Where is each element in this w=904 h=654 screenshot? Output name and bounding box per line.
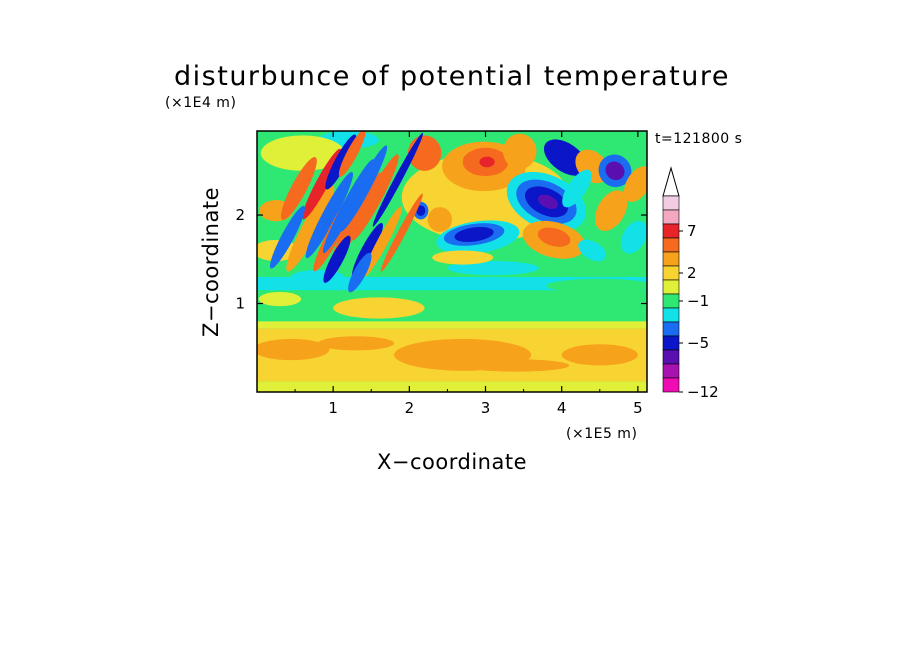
y-unit-label: (×1E4 m)	[165, 95, 236, 111]
field-feature-21	[578, 239, 607, 262]
field-feature-41	[462, 359, 570, 372]
colorbar-level-4	[662, 251, 680, 267]
field-streak-11	[323, 235, 351, 283]
x-tick-label-2: 3	[481, 399, 491, 417]
field-feature-30	[623, 166, 647, 202]
colorbar-level-0	[662, 195, 680, 211]
field-feature-24	[432, 250, 494, 265]
field-feature-29	[605, 161, 625, 181]
field-feature-19	[537, 227, 571, 247]
colorbar-level-7	[662, 293, 680, 309]
field-feature-40	[317, 336, 395, 351]
plot-frame	[256, 130, 648, 393]
y-tick-label-1: 2	[235, 206, 245, 224]
x-tick-label-1: 2	[405, 399, 415, 417]
colorbar-level-10	[662, 335, 680, 351]
colorbar-level-1	[662, 209, 680, 225]
field-feature-10	[447, 261, 539, 276]
y-axis-label: Z−coordinate	[199, 187, 223, 337]
field-feature-8	[479, 156, 495, 168]
field-streak-13	[363, 206, 402, 277]
field-feature-13	[454, 226, 494, 243]
field-streak-0	[286, 185, 335, 272]
field-streak-10	[280, 157, 317, 220]
field-streak-7	[302, 148, 342, 220]
field-streak-1	[305, 171, 353, 259]
field-streak-8	[325, 134, 357, 190]
colorbar-level-12	[662, 363, 680, 379]
time-label: t=121800 s	[655, 131, 742, 147]
field-band-2	[257, 321, 647, 329]
field-feature-1	[257, 338, 330, 361]
x-tick-label-4: 5	[633, 399, 643, 417]
field-streak-5	[340, 145, 388, 232]
field-feature-39	[427, 207, 452, 232]
colorbar-tick-label-0: 7	[687, 222, 697, 240]
field-band-0	[257, 381, 647, 392]
field-feature-17	[537, 194, 558, 209]
field-feature-31	[562, 169, 592, 208]
chart-title: disturbunce of potential temperature	[174, 61, 730, 92]
x-axis-label: X−coordinate	[377, 450, 527, 474]
field-streak-14	[372, 132, 424, 227]
field-streak-16	[270, 205, 305, 269]
y-axis: 12	[235, 206, 647, 313]
field-streak-6	[351, 154, 399, 241]
x-axis: 1 2 3 4 5	[294, 131, 643, 417]
x-tick-label-3: 4	[557, 399, 567, 417]
y-tick-label-0: 1	[235, 295, 245, 313]
colorbar-level-5	[662, 265, 680, 281]
colorbar-level-6	[662, 279, 680, 295]
field-feature-38	[416, 205, 426, 216]
field-feature-3	[333, 297, 425, 319]
field-feature-4	[258, 292, 302, 307]
colorbar: 7 2 −1 −5 −12	[662, 166, 719, 401]
field-feature-2	[561, 344, 638, 366]
colorbar-tick-label-1: 2	[687, 264, 697, 282]
colorbar-level-11	[662, 349, 680, 365]
colorbar-level-8	[662, 307, 680, 323]
field-streak-9	[338, 131, 366, 177]
colorbar-tick-label-4: −12	[687, 383, 719, 401]
colorbar-level-3	[662, 237, 680, 253]
colorbar-tick-label-2: −1	[687, 292, 709, 310]
field-feature-23	[546, 278, 647, 293]
field-band-3	[257, 290, 647, 322]
x-unit-label: (×1E5 m)	[566, 426, 637, 442]
field-streak-17	[348, 252, 372, 293]
x-tick-label-0: 1	[328, 399, 338, 417]
colorbar-tick-label-3: −5	[687, 334, 709, 352]
field-streak-15	[380, 193, 423, 272]
field-feature-33	[260, 135, 345, 171]
colorbar-extend-arrow	[662, 166, 680, 197]
field-feature-36	[291, 269, 345, 285]
colorbar-level-2	[662, 223, 680, 239]
colorbar-level-9	[662, 321, 680, 337]
colorbar-level-13	[662, 377, 680, 393]
plot-area	[257, 131, 647, 392]
field-feature-20	[594, 190, 628, 231]
field-feature-26	[503, 133, 537, 170]
field-feature-22	[620, 220, 647, 254]
